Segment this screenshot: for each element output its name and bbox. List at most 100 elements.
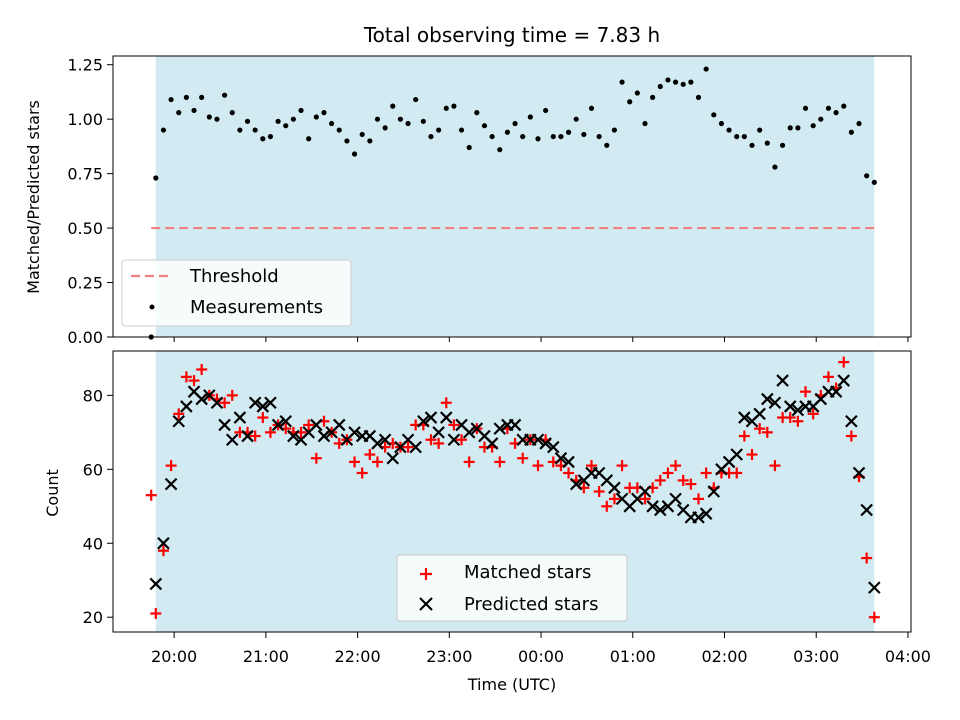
measurement-point <box>588 105 595 111</box>
predicted-star-point <box>287 429 300 443</box>
plot-frame <box>112 55 912 338</box>
measurement-point <box>428 133 434 140</box>
measurement-point <box>443 105 449 111</box>
matched-star-point <box>585 460 597 472</box>
x-tick-label: 21:00 <box>243 647 289 666</box>
x-tick-label: 00:00 <box>518 647 564 666</box>
matched-star-point <box>219 397 231 409</box>
x-tick-label: 02:00 <box>701 647 747 666</box>
x-axis-ticks <box>173 337 909 342</box>
x-tick-label: 03:00 <box>793 647 839 666</box>
matched-star-point <box>838 356 850 368</box>
predicted-star-point <box>791 403 805 417</box>
measurement-point <box>734 133 740 140</box>
x-tick-label: 23:00 <box>426 647 472 666</box>
predicted-star-point <box>761 392 774 406</box>
matched-star-point <box>257 412 269 424</box>
measurement-point <box>451 103 457 109</box>
predicted-star-point <box>776 374 789 387</box>
matched-star-point <box>677 474 689 486</box>
predicted-star-point <box>868 581 881 594</box>
measurement-point <box>336 127 342 133</box>
matched-star-point <box>654 474 666 486</box>
matched-star-point <box>761 426 773 438</box>
plot-frame <box>112 350 912 633</box>
matched-star-point <box>868 611 880 623</box>
predicted-star-point <box>783 400 797 413</box>
legend-predicted-label: Predicted stars <box>464 594 598 615</box>
measurement-point <box>466 144 472 151</box>
measurement-point <box>779 142 786 148</box>
predicted-star-point <box>669 492 682 506</box>
matched-star-point <box>662 467 674 479</box>
legend-measurement-swatch <box>149 304 155 310</box>
predicted-star-point <box>157 536 170 550</box>
measurement-point <box>718 120 725 127</box>
predicted-star-point <box>417 414 430 428</box>
measurement-point <box>390 103 396 109</box>
predicted-star-point <box>248 396 262 410</box>
predicted-star-point <box>768 396 782 410</box>
predicted-star-point <box>317 429 331 443</box>
matched-star-point <box>356 467 368 479</box>
predicted-star-point <box>860 503 873 517</box>
matched-star-point <box>165 460 177 472</box>
measurement-point <box>329 120 335 127</box>
measurement-point <box>749 142 755 148</box>
predicted-star-point <box>692 511 705 524</box>
predicted-star-point <box>195 392 208 406</box>
y-tick-label: 0.00 <box>67 328 103 347</box>
predicted-star-point <box>845 414 858 428</box>
legend-predicted-swatch <box>419 597 433 611</box>
measurement-point <box>596 133 602 140</box>
matched-star-point <box>188 375 200 387</box>
measurement-point <box>237 127 243 133</box>
y-tick-label: 0.75 <box>67 165 103 184</box>
predicted-star-point <box>562 455 575 469</box>
y-tick-label: 20 <box>83 608 103 627</box>
measurement-point <box>864 173 870 179</box>
measurement-point <box>306 136 312 142</box>
measurement-point <box>176 110 182 116</box>
matched-star-point <box>608 493 620 505</box>
matched-star-point <box>448 419 460 431</box>
measurement-point <box>680 81 686 87</box>
matched-star-point <box>784 412 796 424</box>
predicted-star-point <box>447 433 461 447</box>
measurement-point <box>672 79 679 85</box>
predicted-star-point <box>508 418 522 432</box>
matched-star-point <box>349 456 361 468</box>
measurement-point <box>267 133 274 140</box>
measurement-point <box>627 99 633 105</box>
matched-star-point <box>845 430 857 442</box>
predicted-star-point <box>554 451 568 465</box>
measurement-point <box>397 116 404 122</box>
legend: Threshold Measurements <box>121 259 352 327</box>
measurement-point <box>795 125 801 131</box>
measurement-point <box>504 129 511 135</box>
measurement-point <box>520 133 526 140</box>
measurement-point <box>489 133 495 140</box>
predicted-star-point <box>386 451 400 465</box>
y-tick-label: 0.50 <box>67 219 103 238</box>
legend-matched-label: Matched stars <box>464 562 591 583</box>
predicted-star-point <box>264 396 277 410</box>
y-tick-label: 60 <box>83 460 103 479</box>
measurement-point <box>527 114 533 120</box>
predicted-star-point <box>256 400 270 413</box>
predicted-star-point <box>439 411 453 424</box>
predicted-star-point <box>837 374 851 387</box>
predicted-star-point <box>172 414 186 428</box>
measurement-point <box>474 110 480 116</box>
predicted-star-point <box>432 426 445 439</box>
y-tick-label: 0.25 <box>67 274 103 293</box>
matched-star-point <box>150 608 162 620</box>
measurement-point <box>764 140 770 146</box>
measurement-point <box>757 127 763 133</box>
matched-star-point <box>861 552 873 564</box>
matched-star-point <box>563 467 575 479</box>
predicted-star-point <box>164 477 178 491</box>
measurement-point <box>711 112 717 118</box>
y-axis-label: Count <box>43 469 62 517</box>
